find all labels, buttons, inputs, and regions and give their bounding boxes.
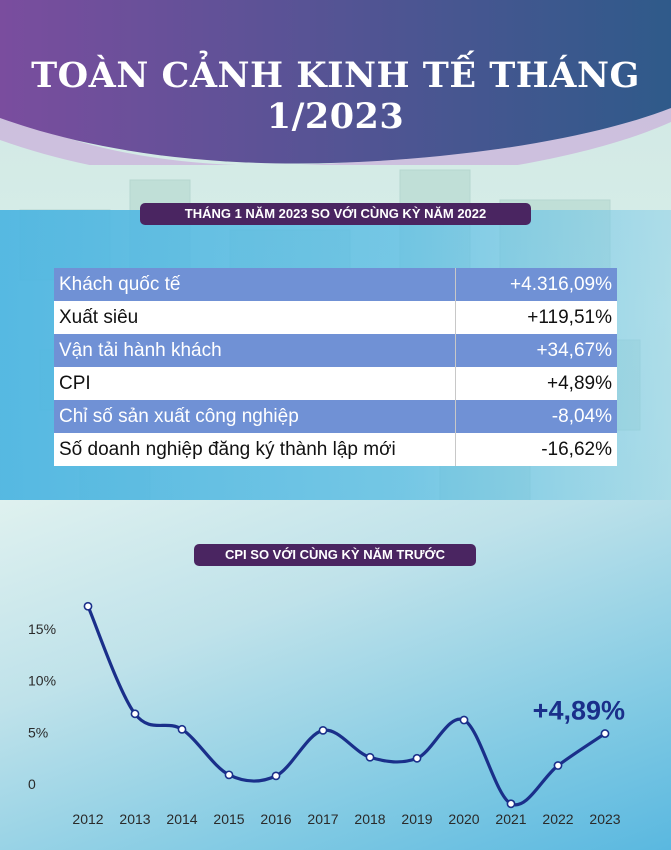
data-point [365, 752, 375, 762]
row-label: Vận tải hành khách [54, 334, 455, 367]
data-point [177, 724, 187, 734]
row-label: Xuất siêu [54, 301, 455, 334]
data-point [224, 770, 234, 780]
table-row: Vận tải hành khách +34,67% [54, 334, 617, 367]
table-row: CPI +4,89% [54, 367, 617, 400]
row-value: -16,62% [454, 433, 617, 466]
table-row: Khách quốc tế +4.316,09% [54, 268, 617, 301]
data-point [506, 799, 516, 809]
cpi-line-chart: 0 5% 10% 15% 2012 2013 2014 2015 2016 2017 2018 201… [28, 601, 625, 827]
y-tick-label: 15% [28, 621, 56, 637]
cpi-series-line [86, 604, 607, 807]
table-heading: THÁNG 1 NĂM 2023 SO VỚI CÙNG KỲ NĂM 2022 [140, 203, 531, 225]
data-point [318, 725, 328, 735]
chart-title: CPI SO VỚI CÙNG KỲ NĂM TRƯỚC [194, 544, 476, 566]
x-tick-label: 2014 [166, 811, 197, 827]
x-tick-label: 2021 [495, 811, 526, 827]
y-tick-label: 0 [28, 776, 36, 792]
x-tick-label: 2023 [589, 811, 620, 827]
annotation-label: +4,89% [533, 696, 625, 726]
x-tick-label: 2019 [401, 811, 432, 827]
row-value: +4,89% [454, 367, 617, 400]
x-tick-label: 2018 [354, 811, 385, 827]
x-tick-label: 2017 [307, 811, 338, 827]
data-point [271, 771, 281, 781]
data-point [553, 761, 563, 770]
row-value: -8,04% [454, 400, 617, 433]
header-wave [0, 0, 671, 164]
row-label: Khách quốc tế [54, 268, 455, 301]
row-value: +4.316,09% [454, 268, 617, 301]
y-tick-label: 5% [28, 724, 48, 740]
table-row: Số doanh nghiệp đăng ký thành lập mới -1… [54, 433, 617, 466]
x-tick-label: 2022 [542, 811, 573, 827]
row-label: CPI [54, 367, 455, 400]
x-tick-label: 2016 [260, 811, 291, 827]
y-tick-label: 10% [28, 673, 56, 689]
header-banner [0, 0, 671, 165]
data-point [130, 709, 140, 719]
data-point [83, 601, 93, 611]
x-tick-label: 2020 [448, 811, 479, 827]
table-row: Chỉ số sản xuất công nghiệp -8,04% [54, 400, 617, 433]
stats-table: Khách quốc tế +4.316,09% Xuất siêu +119,… [54, 268, 617, 466]
data-point [412, 753, 422, 763]
data-point [600, 729, 610, 738]
row-value: +119,51% [454, 301, 617, 334]
x-tick-label: 2015 [213, 811, 244, 827]
table-row: Xuất siêu +119,51% [54, 301, 617, 334]
page-title: TOÀN CẢNH KINH TẾ THÁNG 1/2023 [31, 55, 640, 137]
row-value: +34,67% [454, 334, 617, 367]
data-point [459, 715, 469, 725]
x-tick-label: 2013 [119, 811, 150, 827]
x-tick-label: 2012 [72, 811, 103, 827]
row-label: Chỉ số sản xuất công nghiệp [54, 400, 455, 433]
row-label: Số doanh nghiệp đăng ký thành lập mới [54, 433, 455, 466]
